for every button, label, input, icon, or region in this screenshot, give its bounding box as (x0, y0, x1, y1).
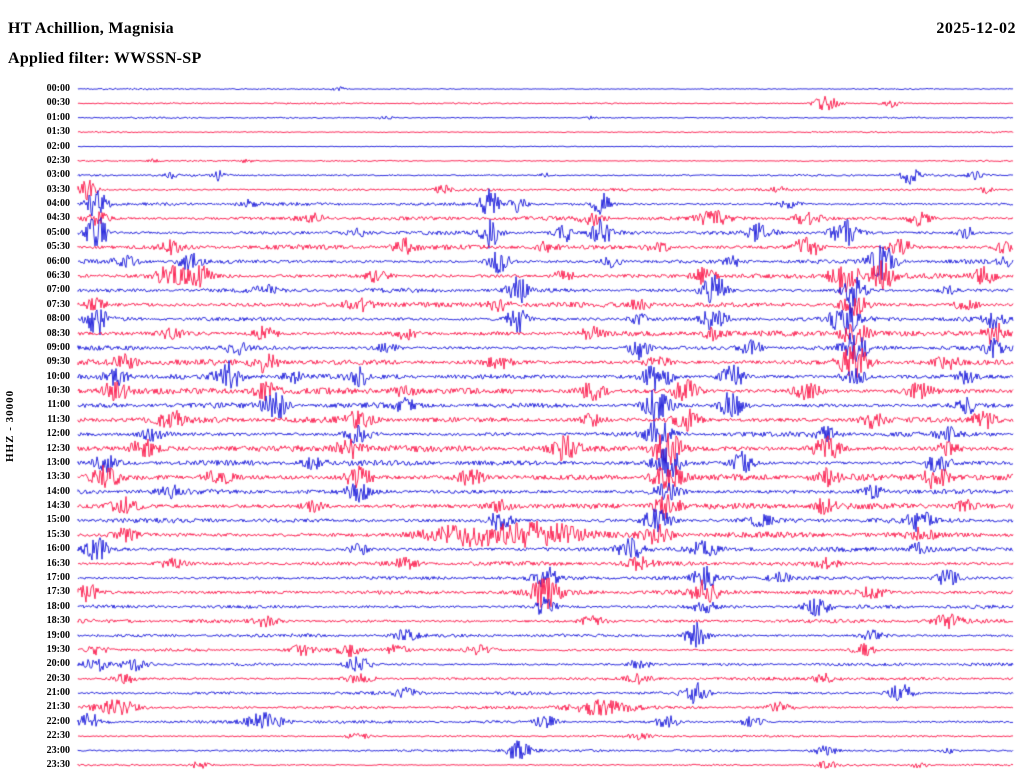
time-label: 01:30 (46, 126, 70, 138)
time-label: 20:30 (46, 672, 70, 684)
time-label: 15:00 (46, 514, 70, 526)
time-label: 09:00 (46, 341, 70, 353)
time-label: 22:30 (46, 730, 70, 742)
time-label: 09:30 (46, 356, 70, 368)
time-label: 07:00 (46, 284, 70, 296)
time-label: 05:00 (46, 226, 70, 238)
time-label: 10:30 (46, 385, 70, 397)
time-label: 17:30 (46, 586, 70, 598)
time-label: 11:30 (47, 413, 70, 425)
time-label: 22:00 (46, 715, 70, 727)
time-label: 06:30 (46, 269, 70, 281)
time-label: 14:00 (46, 485, 70, 497)
time-label: 21:00 (46, 687, 70, 699)
time-label: 05:30 (46, 241, 70, 253)
time-label: 18:30 (46, 615, 70, 627)
time-label: 00:00 (46, 83, 70, 94)
time-label: 14:30 (46, 500, 70, 512)
time-label: 19:00 (46, 629, 70, 641)
time-label: 18:00 (46, 600, 70, 612)
time-label: 02:00 (46, 140, 70, 152)
time-label: 23:30 (46, 759, 70, 770)
time-label: 00:30 (46, 97, 70, 109)
time-label: 01:00 (46, 111, 70, 123)
time-label: 13:30 (46, 471, 70, 483)
time-label: 17:00 (46, 572, 70, 584)
time-label: 13:00 (46, 456, 70, 468)
time-label: 15:30 (46, 528, 70, 540)
time-label: 10:00 (46, 370, 70, 382)
time-label: 21:30 (46, 701, 70, 713)
time-label: 04:00 (46, 198, 70, 210)
time-label: 08:30 (46, 327, 70, 339)
time-label: 16:00 (46, 543, 70, 555)
time-label: 04:30 (46, 212, 70, 224)
time-label: 16:30 (46, 557, 70, 569)
time-label: 12:00 (46, 428, 70, 440)
time-label: 03:00 (46, 169, 70, 181)
time-label: 07:30 (46, 298, 70, 310)
time-label: 23:00 (46, 744, 70, 756)
time-label: 02:30 (46, 154, 70, 166)
time-label: 06:00 (46, 255, 70, 267)
time-label: 03:30 (46, 183, 70, 195)
time-label: 08:00 (46, 313, 70, 325)
time-label: 19:30 (46, 643, 70, 655)
time-label: 11:00 (47, 399, 70, 411)
time-label: 12:30 (46, 442, 70, 454)
time-label: 20:00 (46, 658, 70, 670)
